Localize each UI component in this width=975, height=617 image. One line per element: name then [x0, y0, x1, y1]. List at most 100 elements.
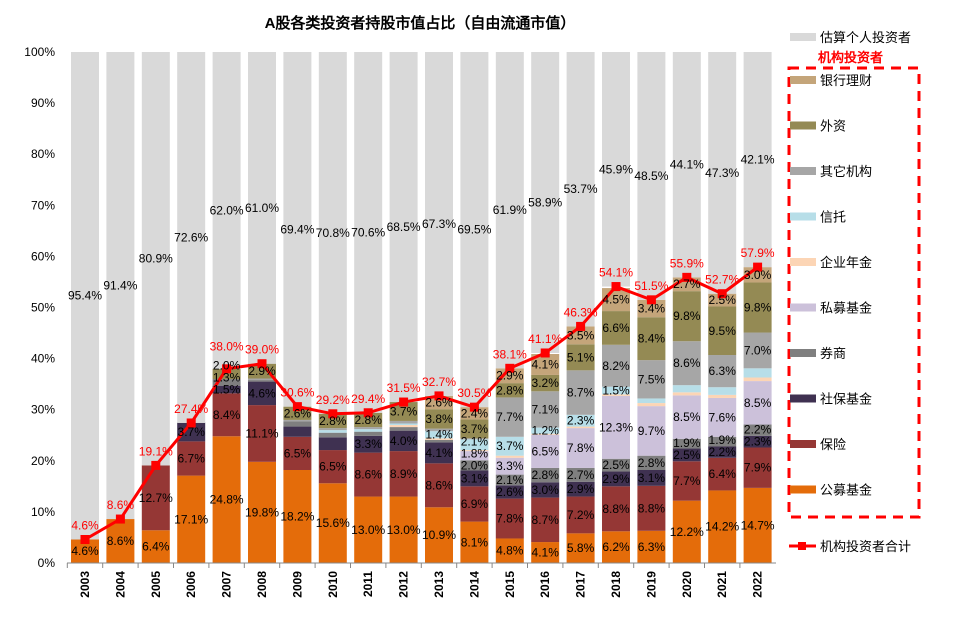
data-label: 18.2%	[280, 509, 314, 523]
institutional-group-box	[787, 66, 921, 519]
legend-item: 保险	[820, 437, 846, 452]
data-label: 4.1%	[532, 546, 560, 560]
bar-stack-2005	[141, 52, 170, 563]
data-label: 6.7%	[178, 452, 206, 466]
total-line-marker	[151, 460, 161, 470]
bar-segment	[283, 469, 312, 563]
total-line-marker	[646, 295, 656, 305]
bar-segment	[602, 386, 630, 395]
legend-group-title: 机构投资者	[818, 50, 883, 65]
bar-segment	[354, 452, 383, 497]
y-tick-label: 0%	[38, 556, 56, 570]
legend-item-total: 机构投资者合计	[820, 539, 911, 554]
total-line-label: 51.5%	[634, 279, 668, 293]
x-tick-label: 2004	[113, 571, 127, 598]
total-line-marker	[80, 534, 90, 544]
data-label-individual: 42.1%	[741, 153, 775, 167]
bar-segment	[637, 485, 666, 531]
bar-segment	[248, 461, 276, 563]
bar-segment	[283, 406, 312, 420]
bar-segment	[460, 521, 489, 563]
data-label-individual: 45.9%	[599, 162, 633, 176]
legend-item: 企业年金	[820, 255, 872, 270]
bar-stack-2008	[248, 52, 276, 563]
bar-segment	[106, 519, 135, 563]
bar-segment-individual	[177, 52, 206, 423]
data-label: 6.5%	[532, 444, 560, 458]
x-tick-label: 2014	[467, 571, 481, 598]
bar-segment	[602, 458, 630, 472]
bar-segment	[389, 430, 418, 452]
data-label: 3.1%	[638, 471, 666, 485]
data-label-individual: 47.3%	[705, 166, 739, 180]
bar-segment	[354, 431, 383, 436]
bar-segment	[743, 435, 772, 448]
data-label-individual: 72.6%	[174, 230, 208, 244]
y-axis: 0% 10% 20% 30% 40% 50% 60% 70% 80% 90% 100%	[24, 45, 55, 570]
bar-segment	[495, 538, 524, 563]
data-label: 2.0%	[213, 359, 241, 373]
bar-segment	[708, 355, 737, 388]
x-tick-label: 2005	[149, 571, 163, 598]
bar-segment	[743, 424, 772, 436]
bar-segment	[531, 374, 560, 392]
bar-segment-individual	[141, 52, 170, 466]
bar-segment	[708, 394, 737, 398]
data-label: 2.5%	[602, 458, 630, 472]
data-label: 12.2%	[670, 525, 704, 539]
x-tick-label: 2013	[432, 571, 446, 598]
legend-item: 社保基金	[820, 392, 872, 407]
legend-item: 外资	[820, 119, 846, 134]
bar-segment	[425, 438, 453, 440]
bar-segment	[672, 500, 701, 563]
data-label: 9.5%	[709, 324, 737, 338]
legend-swatch	[790, 121, 816, 130]
data-label: 1.5%	[213, 383, 241, 397]
bar-segment	[637, 406, 666, 456]
bar-segment	[141, 530, 170, 563]
data-label: 8.4%	[213, 408, 241, 422]
total-line-label: 4.6%	[71, 518, 99, 532]
data-label: 3.5%	[567, 328, 595, 342]
bar-stack-2010	[318, 52, 347, 563]
data-label-individual: 67.3%	[422, 217, 456, 231]
bar-segment	[566, 481, 595, 497]
legend-line-marker	[798, 542, 806, 550]
y-tick-label: 100%	[24, 45, 55, 59]
x-tick-label: 2006	[184, 571, 198, 598]
total-line-marker	[222, 364, 232, 374]
data-label: 6.4%	[709, 467, 737, 481]
bar-segment	[495, 485, 524, 499]
data-label: 2.6%	[284, 406, 312, 420]
data-label: 2.1%	[496, 473, 524, 487]
data-label: 1.8%	[461, 446, 489, 460]
legend-swatch	[790, 303, 816, 312]
bar-segment	[566, 496, 595, 534]
data-label: 3.7%	[461, 422, 489, 436]
data-label: 4.6%	[71, 544, 99, 558]
data-label: 13.0%	[387, 523, 421, 537]
bar-segment	[177, 422, 206, 442]
bar-segment	[283, 421, 312, 427]
data-label: 9.7%	[638, 424, 666, 438]
bar-segment	[531, 427, 560, 434]
x-tick-label: 2003	[78, 571, 92, 598]
data-label: 7.0%	[744, 343, 772, 357]
bar-segment	[389, 402, 418, 421]
bar-segment	[354, 412, 383, 428]
bars	[71, 52, 772, 563]
y-tick-label: 20%	[31, 454, 55, 468]
bar-segment	[566, 428, 595, 468]
bar-segment	[602, 394, 630, 396]
bar-segment	[354, 496, 383, 563]
data-label: 11.1%	[245, 426, 278, 440]
bar-stack-2007	[212, 52, 241, 563]
bar-segment	[495, 498, 524, 539]
bar-segment	[637, 299, 666, 318]
bar-segment	[248, 381, 276, 406]
bar-segment-individual	[354, 52, 383, 413]
legend-item: 信托	[820, 210, 846, 225]
bar-segment	[637, 317, 666, 361]
data-label: 9.8%	[673, 309, 701, 323]
data-label: 2.8%	[532, 468, 560, 482]
